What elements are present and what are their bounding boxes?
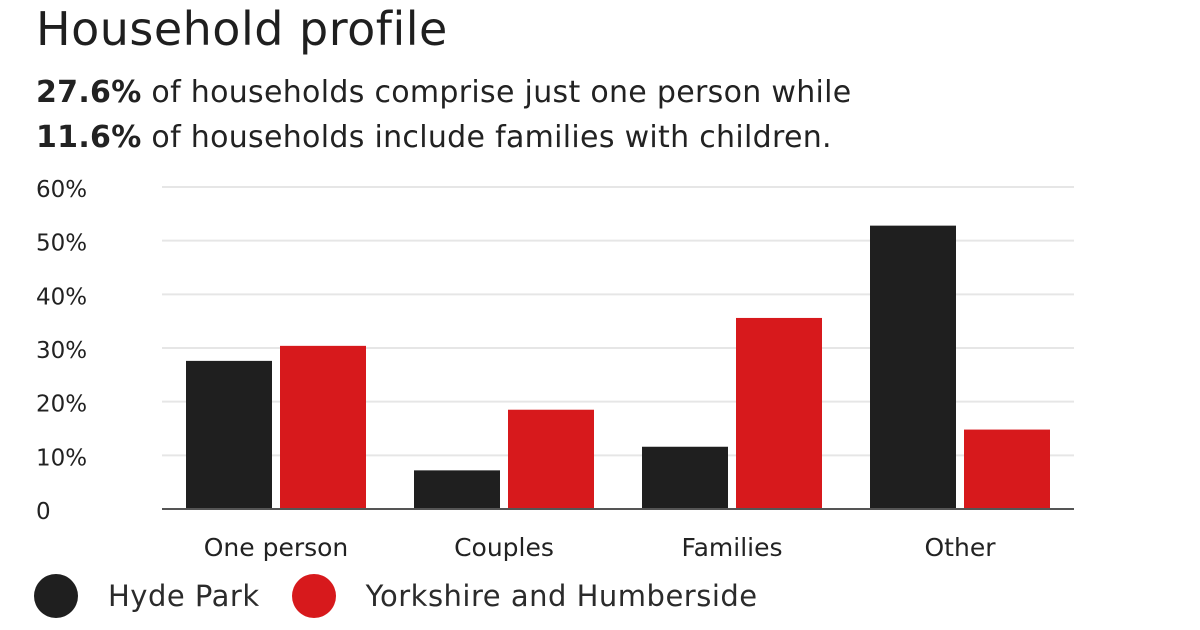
bar-hyde-park-families: [642, 446, 728, 509]
chart-title: Household profile: [36, 2, 448, 56]
y-tick-label-0: 0: [36, 499, 51, 525]
legend-item-yorkshire: Yorkshire and Humberside: [291, 574, 758, 618]
bar-yorkshire-and-humberside-couples: [508, 409, 594, 509]
bar-hyde-park-one-person: [186, 360, 272, 509]
subtitle-line-families: 11.6% of households include families wit…: [36, 115, 852, 160]
y-tick-label-50: 50%: [36, 231, 87, 257]
bar-yorkshire-and-humberside-other: [964, 429, 1050, 509]
x-tick-label-families: Families: [681, 533, 782, 562]
legend-label-hyde-park: Hyde Park: [108, 579, 260, 613]
chart-legend: Hyde Park Yorkshire and Humberside: [34, 572, 790, 620]
subtitle-one-person-text: of households comprise just one person w…: [151, 75, 852, 110]
y-tick-label-10: 10%: [36, 445, 87, 471]
subtitle-one-person-value: 27.6%: [36, 75, 142, 110]
chart-subtitle: 27.6% of households comprise just one pe…: [36, 70, 852, 160]
subtitle-line-one-person: 27.6% of households comprise just one pe…: [36, 70, 852, 115]
subtitle-families-text: of households include families with chil…: [151, 120, 832, 155]
x-tick-label-other: Other: [925, 533, 997, 562]
legend-swatch-yorkshire: [291, 574, 336, 618]
subtitle-families-value: 11.6%: [36, 120, 142, 155]
y-tick-label-20: 20%: [36, 392, 87, 418]
bar-yorkshire-and-humberside-families: [736, 317, 822, 509]
bar-yorkshire-and-humberside-one-person: [280, 345, 366, 509]
y-tick-label-40: 40%: [36, 284, 87, 310]
x-tick-label-couples: Couples: [454, 533, 554, 562]
legend-label-yorkshire: Yorkshire and Humberside: [365, 579, 758, 613]
y-tick-label-30: 30%: [36, 338, 87, 364]
y-tick-label-60: 60%: [36, 177, 87, 203]
bar-hyde-park-other: [870, 225, 956, 509]
bar-hyde-park-couples: [414, 470, 500, 509]
legend-swatch-hyde-park: [34, 574, 78, 618]
legend-item-hyde-park: Hyde Park: [34, 574, 260, 618]
x-tick-label-one-person: One person: [204, 533, 349, 562]
